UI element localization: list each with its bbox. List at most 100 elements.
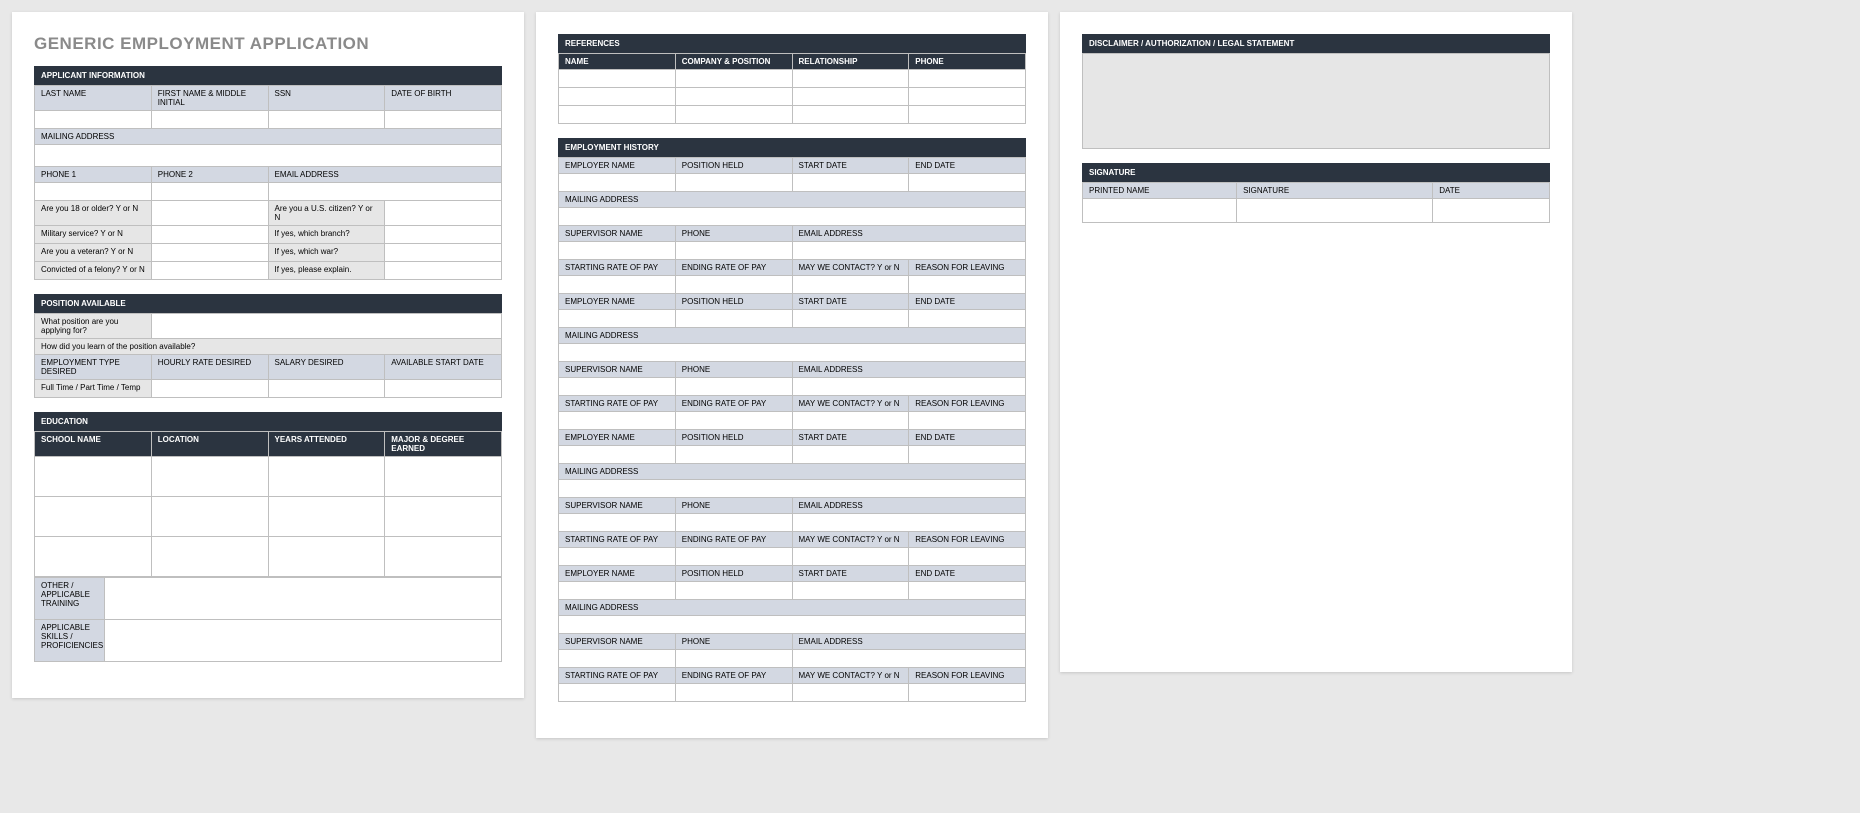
emp-3-epay[interactable] [675, 548, 792, 566]
edu-row-1-loc[interactable] [151, 457, 268, 497]
input-printed-name[interactable] [1083, 199, 1237, 223]
emp-3-supervisor[interactable] [559, 514, 676, 532]
emp-4-phone[interactable] [675, 650, 792, 668]
emp-4-supervisor[interactable] [559, 650, 676, 668]
emp-4-end[interactable] [909, 582, 1026, 600]
input-start-date[interactable] [385, 380, 502, 398]
emp-1-start[interactable] [792, 174, 909, 192]
emp-4-start[interactable] [792, 582, 909, 600]
ref-2-name[interactable] [559, 88, 676, 106]
input-phone2[interactable] [151, 183, 268, 201]
emp-1-phone[interactable] [675, 242, 792, 260]
edu-row-3-major[interactable] [385, 537, 502, 577]
ref-3-rel[interactable] [792, 106, 909, 124]
edu-row-3-school[interactable] [35, 537, 152, 577]
emp-2-end[interactable] [909, 310, 1026, 328]
ref-3-phone[interactable] [909, 106, 1026, 124]
edu-row-1-major[interactable] [385, 457, 502, 497]
input-other-training[interactable] [105, 578, 502, 620]
edu-row-2-major[interactable] [385, 497, 502, 537]
emp-1-end[interactable] [909, 174, 1026, 192]
emp-4-epay[interactable] [675, 684, 792, 702]
emp-2-employer[interactable] [559, 310, 676, 328]
disclaimer-box[interactable] [1083, 54, 1550, 149]
emp-1-label-start: START DATE [792, 158, 909, 174]
emp-1-supervisor[interactable] [559, 242, 676, 260]
emp-1-employer[interactable] [559, 174, 676, 192]
emp-4-mailing[interactable] [559, 616, 1026, 634]
emp-4-spay[interactable] [559, 684, 676, 702]
input-sig-date[interactable] [1433, 199, 1550, 223]
emp-1-spay[interactable] [559, 276, 676, 294]
input-18[interactable] [151, 201, 268, 226]
emp-1-contact[interactable] [792, 276, 909, 294]
input-last-name[interactable] [35, 111, 152, 129]
emp-3-start[interactable] [792, 446, 909, 464]
input-first-mi[interactable] [151, 111, 268, 129]
input-salary[interactable] [268, 380, 385, 398]
edu-row-2-school[interactable] [35, 497, 152, 537]
emp-3-phone[interactable] [675, 514, 792, 532]
input-veteran[interactable] [151, 244, 268, 262]
ref-1-name[interactable] [559, 70, 676, 88]
emp-1-email[interactable] [792, 242, 1026, 260]
emp-2-mailing[interactable] [559, 344, 1026, 362]
edu-row-1-years[interactable] [268, 457, 385, 497]
emp-1-reason[interactable] [909, 276, 1026, 294]
input-mailing[interactable] [35, 145, 502, 167]
emp-2-phone[interactable] [675, 378, 792, 396]
ref-2-phone[interactable] [909, 88, 1026, 106]
ref-1-phone[interactable] [909, 70, 1026, 88]
emp-2-supervisor[interactable] [559, 378, 676, 396]
emp-4-email[interactable] [792, 650, 1026, 668]
input-branch[interactable] [385, 226, 502, 244]
q-war: If yes, which war? [268, 244, 385, 262]
emp-3-contact[interactable] [792, 548, 909, 566]
input-explain[interactable] [385, 262, 502, 280]
input-phone1[interactable] [35, 183, 152, 201]
ref-2-rel[interactable] [792, 88, 909, 106]
input-war[interactable] [385, 244, 502, 262]
input-military[interactable] [151, 226, 268, 244]
edu-row-3-years[interactable] [268, 537, 385, 577]
ref-1-company[interactable] [675, 70, 792, 88]
ref-3-name[interactable] [559, 106, 676, 124]
ref-1-rel[interactable] [792, 70, 909, 88]
ref-3-company[interactable] [675, 106, 792, 124]
edu-row-1-school[interactable] [35, 457, 152, 497]
input-hourly[interactable] [151, 380, 268, 398]
emp-3-end[interactable] [909, 446, 1026, 464]
emp-4-employer[interactable] [559, 582, 676, 600]
emp-4-contact[interactable] [792, 684, 909, 702]
emp-3-position[interactable] [675, 446, 792, 464]
emp-3-employer[interactable] [559, 446, 676, 464]
emp-3-spay[interactable] [559, 548, 676, 566]
emp-2-email[interactable] [792, 378, 1026, 396]
input-signature[interactable] [1237, 199, 1433, 223]
ref-2-company[interactable] [675, 88, 792, 106]
emp-2-start[interactable] [792, 310, 909, 328]
edu-row-2-loc[interactable] [151, 497, 268, 537]
input-citizen[interactable] [385, 201, 502, 226]
emp-1-epay[interactable] [675, 276, 792, 294]
input-position-apply[interactable] [151, 314, 501, 339]
edu-row-3-loc[interactable] [151, 537, 268, 577]
emp-3-email[interactable] [792, 514, 1026, 532]
emp-2-contact[interactable] [792, 412, 909, 430]
emp-4-reason[interactable] [909, 684, 1026, 702]
emp-2-reason[interactable] [909, 412, 1026, 430]
emp-3-reason[interactable] [909, 548, 1026, 566]
emp-2-position[interactable] [675, 310, 792, 328]
emp-1-mailing[interactable] [559, 208, 1026, 226]
input-email[interactable] [268, 183, 502, 201]
emp-3-mailing[interactable] [559, 480, 1026, 498]
emp-4-position[interactable] [675, 582, 792, 600]
input-ssn[interactable] [268, 111, 385, 129]
input-skills[interactable] [105, 620, 502, 662]
emp-2-spay[interactable] [559, 412, 676, 430]
input-felony[interactable] [151, 262, 268, 280]
input-dob[interactable] [385, 111, 502, 129]
emp-2-epay[interactable] [675, 412, 792, 430]
edu-row-2-years[interactable] [268, 497, 385, 537]
emp-1-position[interactable] [675, 174, 792, 192]
